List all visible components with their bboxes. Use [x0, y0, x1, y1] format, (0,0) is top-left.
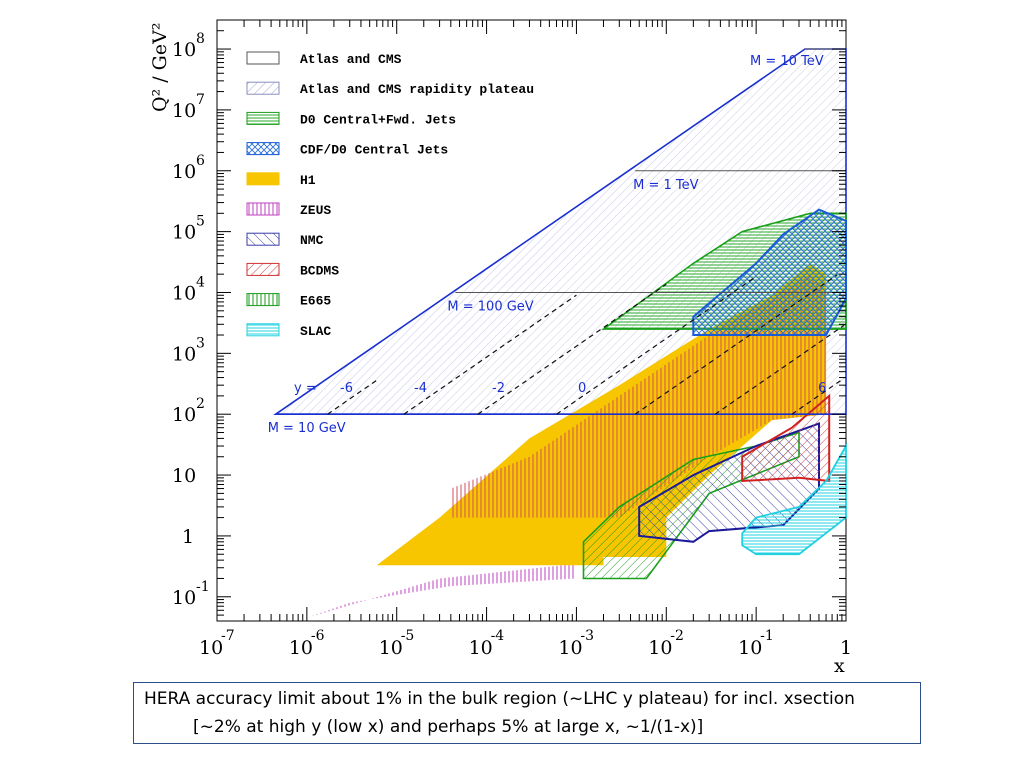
y-tick-label: 10	[172, 343, 196, 365]
caption-line-1: HERA accuracy limit about 1% in the bulk…	[144, 689, 855, 709]
rapidity-label: 6	[818, 381, 826, 396]
legend-swatch	[246, 111, 280, 125]
x-tick-label: 10	[738, 637, 762, 659]
rapidity-label: -4	[414, 381, 427, 396]
kinematic-plane-chart: M = 10 GeV M = 100 GeV M = 1 TeV M = 10 TeV…	[149, 19, 852, 677]
y-tick-label: 10	[172, 161, 196, 183]
y-tick-label-exponent: 2	[196, 396, 205, 412]
legend-label: ZEUS	[300, 203, 331, 218]
rapidity-line	[477, 283, 667, 415]
rapidity-line	[403, 294, 577, 415]
mass-line-label: M = 1 TeV	[633, 178, 699, 193]
legend-label: Atlas and CMS rapidity plateau	[300, 82, 534, 97]
legend-label: Atlas and CMS	[300, 52, 402, 67]
legend-swatch	[246, 142, 280, 156]
legend-swatch	[246, 81, 280, 95]
axis-ticks	[216, 19, 847, 622]
legend-label: CDF/D0 Central Jets	[300, 143, 448, 158]
legend-swatch	[246, 262, 280, 276]
y-tick-label-exponent: -1	[196, 579, 210, 595]
y-tick-label-exponent: 6	[196, 153, 205, 169]
region-cdf-d0-central-jets	[692, 208, 847, 336]
caption-line-2: [~2% at high y (low x) and perhaps 5% at…	[193, 717, 704, 737]
legend-label: D0 Central+Fwd. Jets	[300, 112, 456, 127]
kinematic-lines-layer: M = 10 GeV M = 100 GeV M = 1 TeV M = 10 TeV…	[268, 48, 846, 436]
y-tick-label: 10	[172, 282, 196, 304]
legend-swatch	[246, 323, 280, 337]
region-slac	[741, 442, 847, 556]
x-tick-label: 10	[469, 637, 493, 659]
rapidity-line	[634, 274, 838, 415]
x-axis-title: x	[834, 655, 845, 677]
y-axis-title: Q² / GeV²	[149, 23, 171, 112]
mass-line-label: M = 100 GeV	[447, 299, 533, 314]
rapidity-line	[327, 379, 378, 415]
region-zeus	[306, 563, 577, 618]
y-tick-label: 10	[172, 465, 196, 487]
x-tick-label-exponent: -7	[221, 628, 235, 644]
y-tick-label-exponent: 8	[196, 31, 205, 47]
y-tick-label: 10	[172, 39, 196, 61]
legend-swatch	[246, 202, 280, 216]
legend-swatch	[246, 232, 280, 246]
x-tick-label-exponent: -3	[580, 628, 594, 644]
legend-label: SLAC	[300, 324, 331, 339]
x-tick-label-exponent: -4	[491, 628, 505, 644]
mass-line-label: M = 10 TeV	[750, 54, 824, 69]
x-tick-label: 10	[648, 637, 672, 659]
rapidity-label: -2	[492, 381, 505, 396]
rapidity-line	[556, 275, 757, 415]
x-tick-label-exponent: -6	[311, 628, 325, 644]
x-tick-label: 1	[840, 637, 852, 659]
y-tick-label-exponent: 5	[196, 214, 205, 230]
regions-layer	[273, 48, 847, 618]
y-tick-label-exponent: 7	[196, 92, 205, 108]
region-bcdms	[741, 393, 831, 483]
x-tick-label: 10	[558, 637, 582, 659]
y-tick-label: 10	[172, 222, 196, 244]
y-tick-label: 10	[172, 404, 196, 426]
rapidity-label: 0	[578, 381, 586, 396]
x-tick-label-exponent: -1	[760, 628, 774, 644]
legend-label: BCDMS	[300, 263, 339, 278]
legend: Atlas and CMS Atlas and CMS rapidity plat…	[246, 51, 534, 339]
rapidity-title: y =	[294, 381, 317, 396]
legend-label: E665	[300, 294, 331, 309]
y-tick-label: 10	[172, 100, 196, 122]
y-tick-label-exponent: 4	[196, 274, 205, 290]
rapidity-label: -6	[340, 381, 353, 396]
legend-swatch	[246, 293, 280, 307]
x-tick-label: 10	[289, 637, 313, 659]
x-tick-label: 10	[379, 637, 403, 659]
x-tick-label: 10	[199, 637, 223, 659]
mass-line-label: M = 10 GeV	[268, 421, 346, 436]
y-tick-label: 1	[182, 526, 194, 548]
rapidity-line	[714, 324, 845, 415]
y-tick-label: 10	[172, 587, 196, 609]
rapidity-line	[791, 377, 845, 415]
caption-box: HERA accuracy limit about 1% in the bulk…	[133, 682, 921, 744]
x-tick-label-exponent: -5	[401, 628, 415, 644]
legend-label: NMC	[300, 233, 324, 248]
x-tick-label-exponent: -2	[670, 628, 684, 644]
legend-label: H1	[300, 173, 316, 188]
y-tick-label-exponent: 3	[196, 335, 205, 351]
legend-swatch	[246, 51, 280, 65]
legend-swatch	[246, 172, 280, 186]
